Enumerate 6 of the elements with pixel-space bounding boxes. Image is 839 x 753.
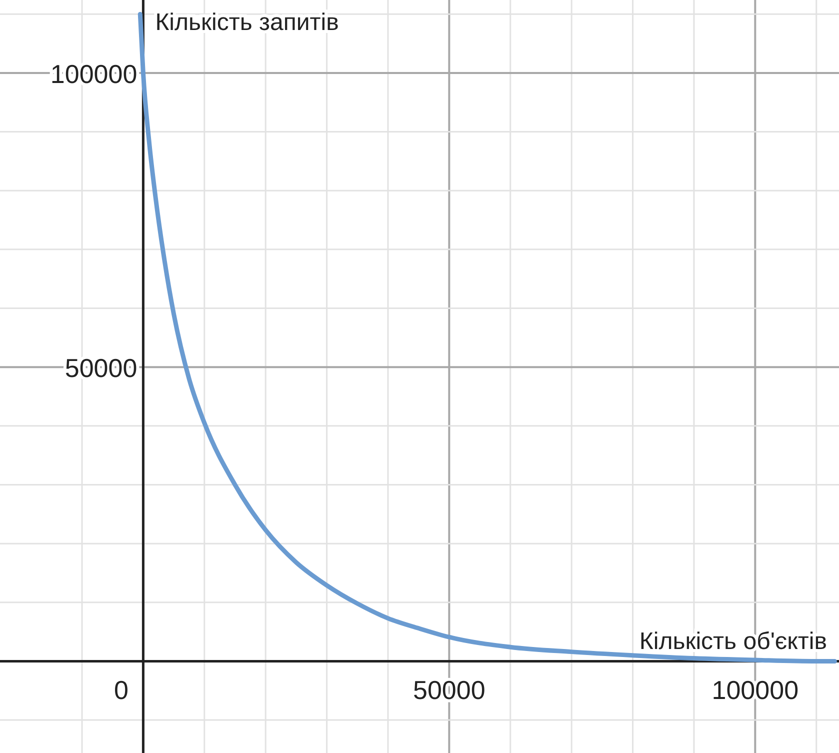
x-tick-label: 100000: [712, 675, 799, 706]
x-axis-title: Кількість об'єктів: [639, 628, 827, 656]
x-tick-label: 0: [114, 675, 128, 706]
x-tick-label: 50000: [413, 675, 486, 706]
y-axis-title: Кількість запитів: [155, 9, 339, 36]
line-series: [138, 12, 837, 664]
